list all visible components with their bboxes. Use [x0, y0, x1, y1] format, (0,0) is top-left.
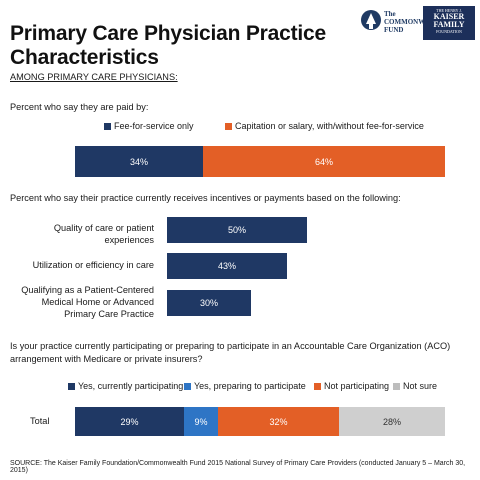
- bar-value-label: 50%: [227, 225, 246, 235]
- category-line: Medical Home or Advanced: [41, 297, 154, 307]
- chart1-title: Percent who say they are paid by:: [10, 102, 149, 112]
- kff-logo-line2: KAISER: [433, 12, 465, 21]
- commonwealth-logo-line1: The: [384, 10, 396, 18]
- kff-logo-line4: FOUNDATION: [436, 29, 462, 34]
- chart3-title-line: Is your practice currently participating…: [10, 341, 451, 351]
- chart1-bar-capitation: 64%: [203, 146, 445, 177]
- legend-swatch: [393, 382, 400, 390]
- category-line: Utilization or efficiency in care: [32, 260, 154, 270]
- bar-value-label: 29%: [120, 416, 139, 427]
- chart3-bar-not-sure: 28%: [339, 407, 445, 436]
- chart2-category-utilization: Utilization or efficiency in care: [33, 259, 154, 271]
- commonwealth-logo-line3: FUND: [384, 26, 404, 34]
- legend-label: Capitation or salary, with/without fee-f…: [235, 121, 424, 131]
- kff-logo: THE HENRY J. KAISER FAMILY FOUNDATION: [423, 6, 475, 40]
- chart3-legend-preparing: Yes, preparing to participate: [184, 381, 306, 391]
- chart1-legend-fee: Fee-for-service only: [104, 121, 194, 131]
- subhead: AMONG PRIMARY CARE PHYSICIANS:: [10, 72, 178, 82]
- chart2-bar-pcmh: 30%: [167, 290, 251, 316]
- chart3-legend-not-participating: Not participating: [314, 381, 389, 391]
- bar-value-label: 28%: [382, 416, 401, 427]
- bar-value-label: 30%: [199, 298, 218, 308]
- legend-label: Yes, currently participating: [78, 381, 184, 391]
- chart2-title: Percent who say their practice currently…: [10, 193, 401, 203]
- legend-label: Not sure: [403, 381, 438, 391]
- chart3-bar-preparing: 9%: [184, 407, 218, 436]
- chart3-category-total: Total: [30, 416, 50, 426]
- chart3-title-line: arrangement with Medicare or private ins…: [10, 354, 203, 364]
- category-line: experiences: [104, 235, 154, 245]
- commonwealth-logo-line2: COMMONWEALTH: [384, 18, 450, 26]
- category-line: Primary Care Practice: [64, 309, 154, 319]
- kff-logo-line1: THE HENRY J.: [436, 8, 462, 13]
- legend-label: Yes, preparing to participate: [194, 381, 306, 391]
- legend-swatch: [225, 122, 232, 130]
- bar-value-label: 34%: [129, 156, 148, 167]
- category-line: Quality of care or patient: [53, 223, 154, 233]
- chart1-legend-capitation: Capitation or salary, with/without fee-f…: [225, 121, 424, 131]
- chart2-bar-utilization: 43%: [167, 253, 287, 279]
- source-note: SOURCE: The Kaiser Family Foundation/Com…: [10, 460, 466, 474]
- chart3-bar-not-participating: 32%: [218, 407, 339, 436]
- commonwealth-fund-logo: The COMMONWEALTH FUND: [360, 8, 449, 38]
- bar-value-label: 43%: [217, 261, 236, 271]
- commonwealth-fund-emblem-icon: [361, 10, 381, 30]
- chart2-category-pcmh: Qualifying as a Patient-Centered Medical…: [21, 284, 154, 320]
- chart3-legend-currently: Yes, currently participating: [68, 381, 183, 391]
- page-title: Primary Care Physician Practice Characte…: [10, 22, 326, 69]
- legend-swatch: [68, 382, 75, 390]
- bar-value-label: 32%: [269, 416, 288, 427]
- kff-logo-line3: FAMILY: [433, 20, 465, 29]
- legend-label: Fee-for-service only: [114, 121, 194, 131]
- chart1-bar-fee-for-service: 34%: [75, 146, 203, 177]
- chart3-title: Is your practice currently participating…: [10, 341, 450, 364]
- chart2-bar-quality: 50%: [167, 217, 307, 243]
- chart3-bar-currently: 29%: [75, 407, 184, 436]
- chart3-legend-not-sure: Not sure: [393, 381, 437, 391]
- legend-swatch: [104, 122, 111, 130]
- bar-value-label: 9%: [194, 416, 208, 427]
- legend-label: Not participating: [324, 381, 390, 391]
- bar-value-label: 64%: [314, 156, 333, 167]
- chart2-category-quality: Quality of care or patient experiences: [54, 222, 154, 246]
- legend-swatch: [184, 382, 191, 390]
- category-line: Qualifying as a Patient-Centered: [21, 285, 154, 295]
- legend-swatch: [314, 382, 321, 390]
